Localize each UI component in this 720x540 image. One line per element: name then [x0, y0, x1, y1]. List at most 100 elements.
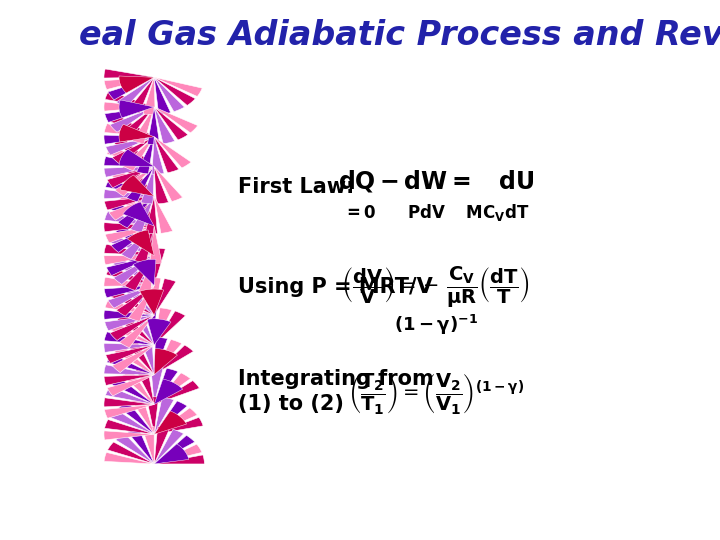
Polygon shape	[146, 397, 158, 434]
Polygon shape	[154, 381, 199, 404]
Text: (1) to (2): (1) to (2)	[238, 394, 343, 414]
Polygon shape	[137, 137, 154, 174]
Polygon shape	[117, 77, 154, 108]
Polygon shape	[122, 371, 154, 404]
Polygon shape	[150, 226, 162, 264]
Polygon shape	[121, 226, 154, 259]
Polygon shape	[116, 226, 154, 256]
Polygon shape	[108, 77, 154, 100]
Polygon shape	[107, 146, 154, 166]
Polygon shape	[141, 166, 154, 204]
Polygon shape	[148, 107, 160, 144]
Polygon shape	[104, 343, 154, 353]
Text: $\mathbf{(1-\gamma)^{-1}}$: $\mathbf{(1-\gamma)^{-1}}$	[394, 313, 478, 337]
Polygon shape	[154, 373, 191, 404]
Polygon shape	[154, 345, 194, 375]
Polygon shape	[140, 289, 163, 315]
Polygon shape	[127, 230, 154, 256]
Polygon shape	[119, 100, 154, 118]
Polygon shape	[104, 431, 154, 440]
Text: Using P = MRT/V: Using P = MRT/V	[238, 277, 433, 297]
Polygon shape	[104, 315, 154, 330]
Polygon shape	[154, 368, 178, 404]
Polygon shape	[135, 367, 154, 404]
Polygon shape	[104, 375, 154, 386]
Polygon shape	[115, 166, 154, 196]
Polygon shape	[138, 248, 154, 286]
Polygon shape	[154, 107, 198, 133]
Polygon shape	[119, 402, 154, 434]
Polygon shape	[142, 427, 154, 464]
Polygon shape	[142, 218, 154, 256]
Polygon shape	[122, 163, 154, 196]
Polygon shape	[112, 377, 154, 404]
Polygon shape	[145, 196, 158, 234]
Polygon shape	[154, 77, 202, 97]
Polygon shape	[154, 340, 182, 375]
Polygon shape	[106, 137, 154, 155]
Polygon shape	[153, 248, 166, 286]
Polygon shape	[104, 256, 154, 265]
Polygon shape	[104, 107, 154, 123]
Text: $\left(\dfrac{\mathbf{T_2}}{\mathbf{T_1}}\right) = \left(\dfrac{\mathbf{V_2}}{\m: $\left(\dfrac{\mathbf{T_2}}{\mathbf{T_1}…	[348, 371, 524, 416]
Polygon shape	[106, 387, 154, 404]
Polygon shape	[110, 315, 154, 340]
Polygon shape	[104, 310, 154, 319]
Polygon shape	[107, 354, 154, 375]
Polygon shape	[140, 338, 154, 375]
Polygon shape	[154, 348, 177, 375]
Polygon shape	[154, 308, 172, 345]
Polygon shape	[152, 137, 164, 174]
Polygon shape	[104, 166, 154, 177]
Polygon shape	[104, 102, 154, 111]
Polygon shape	[154, 166, 168, 204]
Polygon shape	[128, 286, 154, 321]
Polygon shape	[132, 190, 154, 226]
Polygon shape	[154, 137, 179, 173]
Polygon shape	[110, 107, 154, 132]
Polygon shape	[154, 107, 188, 140]
Polygon shape	[114, 137, 154, 166]
Polygon shape	[151, 367, 163, 404]
Polygon shape	[143, 77, 156, 114]
Polygon shape	[127, 220, 154, 256]
Polygon shape	[123, 202, 154, 226]
Polygon shape	[109, 113, 154, 137]
Polygon shape	[124, 251, 154, 286]
Polygon shape	[105, 226, 154, 243]
Polygon shape	[104, 222, 154, 232]
Polygon shape	[154, 397, 174, 434]
Polygon shape	[114, 346, 154, 375]
Polygon shape	[154, 107, 175, 144]
Polygon shape	[117, 286, 154, 316]
Polygon shape	[120, 282, 154, 315]
Polygon shape	[104, 453, 154, 464]
Polygon shape	[154, 455, 204, 464]
Polygon shape	[130, 309, 154, 345]
Polygon shape	[104, 124, 154, 137]
Polygon shape	[104, 398, 154, 407]
Polygon shape	[123, 137, 154, 171]
Polygon shape	[127, 166, 154, 202]
Polygon shape	[114, 256, 154, 285]
Polygon shape	[154, 444, 202, 464]
Polygon shape	[119, 149, 154, 166]
Polygon shape	[106, 266, 154, 286]
Polygon shape	[154, 429, 184, 464]
Polygon shape	[109, 196, 154, 220]
Polygon shape	[154, 338, 168, 375]
Polygon shape	[127, 428, 154, 464]
Polygon shape	[154, 279, 176, 315]
Polygon shape	[107, 375, 154, 396]
Polygon shape	[104, 77, 154, 90]
Text: $\mathbf{=0 \qquad PdV \quad \ MC_VdT}$: $\mathbf{=0 \qquad PdV \quad \ MC_VdT}$	[343, 202, 529, 223]
Text: $\mathbf{dQ - dW = \quad dU}$: $\mathbf{dQ - dW = \quad dU}$	[338, 168, 534, 194]
Polygon shape	[104, 332, 154, 345]
Polygon shape	[139, 256, 154, 293]
Polygon shape	[120, 315, 154, 348]
Polygon shape	[104, 211, 154, 226]
Polygon shape	[128, 77, 154, 113]
Text: First Law:: First Law:	[238, 178, 354, 198]
Polygon shape	[130, 196, 154, 233]
Polygon shape	[154, 427, 170, 464]
